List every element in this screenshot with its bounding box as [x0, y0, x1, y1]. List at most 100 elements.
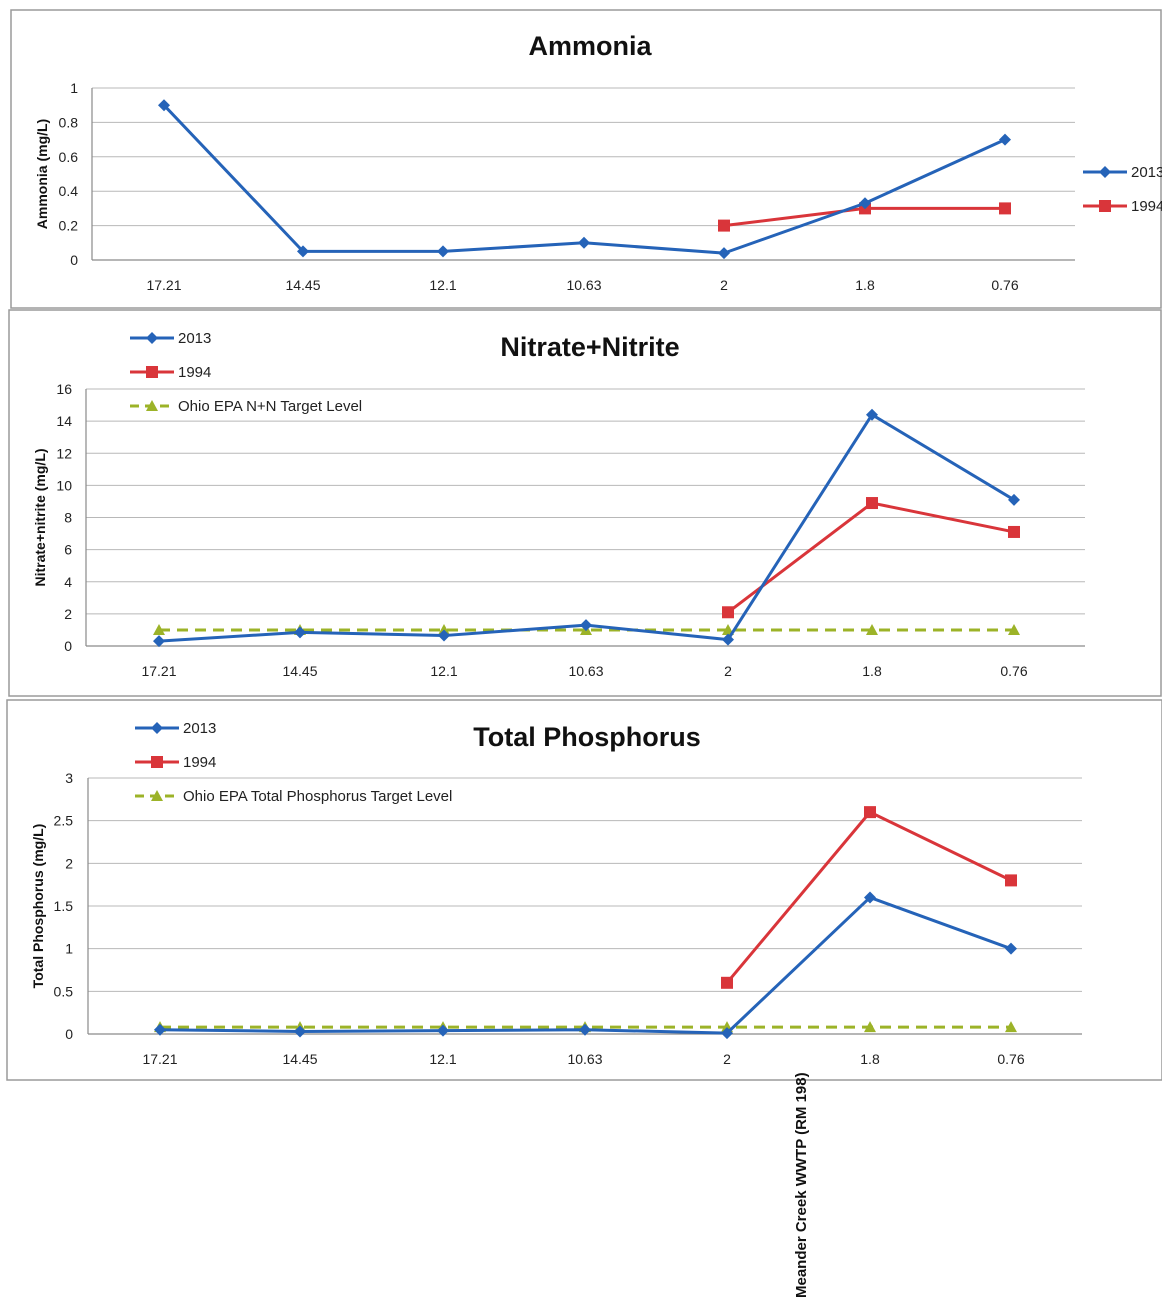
legend-marker	[151, 790, 163, 801]
legend-label: 2013	[183, 720, 216, 737]
data-point	[437, 245, 449, 258]
y-axis-title: Total Phosphorus (mg/L)	[30, 824, 46, 989]
wwtp-annotation: Meander Creek WWTP (RM 198)	[793, 1072, 810, 1298]
series-line	[727, 501, 1015, 614]
data-point	[866, 497, 878, 510]
data-point	[1005, 942, 1017, 955]
legend-marker	[146, 400, 158, 411]
series-1994	[721, 806, 1017, 989]
series-2013	[154, 891, 1017, 1040]
legend-label: Ohio EPA Total Phosphorus Target Level	[183, 788, 452, 805]
data-point	[999, 202, 1011, 215]
data-point	[864, 891, 876, 904]
series-2013	[158, 99, 1011, 260]
x-tick-label: 10.63	[567, 1051, 602, 1067]
x-tick-label: 0.76	[1000, 663, 1027, 679]
ammonia-panel-frame	[10, 9, 1162, 309]
x-tick-label: 12.1	[430, 663, 457, 679]
nitrate-panel-frame	[8, 309, 1162, 697]
data-point	[721, 976, 733, 989]
data-point	[438, 629, 450, 642]
x-tick-label: 10.63	[566, 277, 601, 293]
y-tick-label: 10	[56, 477, 72, 493]
x-tick-label: 0.76	[991, 277, 1018, 293]
data-point	[578, 236, 590, 249]
data-point	[722, 633, 734, 646]
y-tick-label: 0.4	[59, 183, 79, 199]
total-phosphorus-chart: Total Phosphorus 0 0.5 1 1.5 2 2.5 3 Total Phosp…	[30, 720, 1082, 1067]
data-point	[859, 197, 871, 210]
legend-label: 1994	[183, 754, 216, 771]
y-axis-title: Nitrate+nitrite (mg/L)	[32, 448, 48, 586]
data-point	[437, 1024, 449, 1037]
data-point	[158, 99, 170, 112]
legend-label: 2013	[1131, 164, 1162, 181]
legend: 2013 1994	[1083, 164, 1162, 215]
x-tick-label: 1.8	[855, 277, 875, 293]
y-tick-label: 8	[64, 510, 72, 526]
x-tick-label: 10.63	[568, 663, 603, 679]
legend-marker	[151, 722, 163, 734]
x-tick-label: 2	[720, 277, 728, 293]
phosphorus-panel-frame	[6, 699, 1162, 1081]
series-line	[158, 413, 1015, 643]
y-tick-label: 3	[65, 770, 73, 786]
x-tick-label: 17.21	[146, 277, 181, 293]
y-tick-label: 2	[65, 855, 73, 871]
y-tick-label: 1	[70, 80, 78, 96]
data-point	[154, 1023, 166, 1036]
data-point	[722, 606, 734, 619]
y-tick-label: 1	[65, 941, 73, 957]
legend-marker	[1099, 166, 1111, 178]
legend-label: 1994	[178, 364, 211, 381]
data-point	[580, 619, 592, 632]
data-point	[438, 623, 450, 635]
data-point	[718, 219, 730, 232]
y-tick-label: 0	[64, 638, 72, 654]
y-tick-label: 0.6	[59, 149, 79, 165]
legend-marker	[146, 332, 158, 344]
y-tick-label: 0.8	[59, 114, 79, 130]
x-tick-label: 14.45	[282, 1051, 317, 1067]
legend-marker	[151, 756, 163, 768]
legend-label: 2013	[178, 330, 211, 347]
legend: 2013 1994 Ohio EPA Total Phosphorus Target…	[135, 720, 452, 805]
data-point	[999, 133, 1011, 146]
x-tick-label: 1.8	[860, 1051, 880, 1067]
x-tick-label: 14.45	[282, 663, 317, 679]
chart-title: Total Phosphorus	[473, 722, 701, 752]
legend-marker	[1099, 200, 1111, 212]
legend-marker	[146, 366, 158, 378]
x-tick-label: 14.45	[285, 277, 320, 293]
data-point	[864, 806, 876, 819]
y-tick-label: 4	[64, 574, 72, 590]
x-tick-label: 12.1	[429, 1051, 456, 1067]
data-point	[1008, 493, 1020, 506]
y-tick-label: 12	[56, 445, 72, 461]
y-tick-label: 2	[64, 606, 72, 622]
y-tick-label: 0	[70, 252, 78, 268]
ammonia-chart: Ammonia 0 0.2 0.4 0.6 0.8 1 Ammonia (mg/L) 17.21…	[34, 31, 1162, 293]
data-point	[866, 408, 878, 421]
nitrate-nitrite-chart: Nitrate+Nitrite 0 2 4 6 8 10 12 14 16 Nitrate+nitr…	[32, 330, 1085, 679]
data-point	[153, 623, 165, 635]
x-tick-label: 17.21	[141, 663, 176, 679]
y-tick-label: 0.5	[54, 983, 74, 999]
data-point	[294, 626, 306, 639]
x-tick-label: 2	[723, 1051, 731, 1067]
y-tick-label: 0.2	[59, 218, 79, 234]
legend: 2013 1994 Ohio EPA N+N Target Level	[130, 330, 362, 415]
data-point	[153, 635, 165, 648]
data-point	[718, 247, 730, 260]
x-tick-label: 0.76	[997, 1051, 1024, 1067]
series-line	[162, 104, 1006, 255]
series-1994	[722, 497, 1020, 619]
data-point	[579, 1023, 591, 1036]
legend-label: Ohio EPA N+N Target Level	[178, 398, 362, 415]
y-axis-title: Ammonia (mg/L)	[34, 119, 50, 229]
y-tick-label: 1.5	[54, 898, 74, 914]
chart-title: Ammonia	[528, 31, 652, 61]
y-tick-label: 14	[56, 413, 72, 429]
data-point	[866, 623, 878, 635]
